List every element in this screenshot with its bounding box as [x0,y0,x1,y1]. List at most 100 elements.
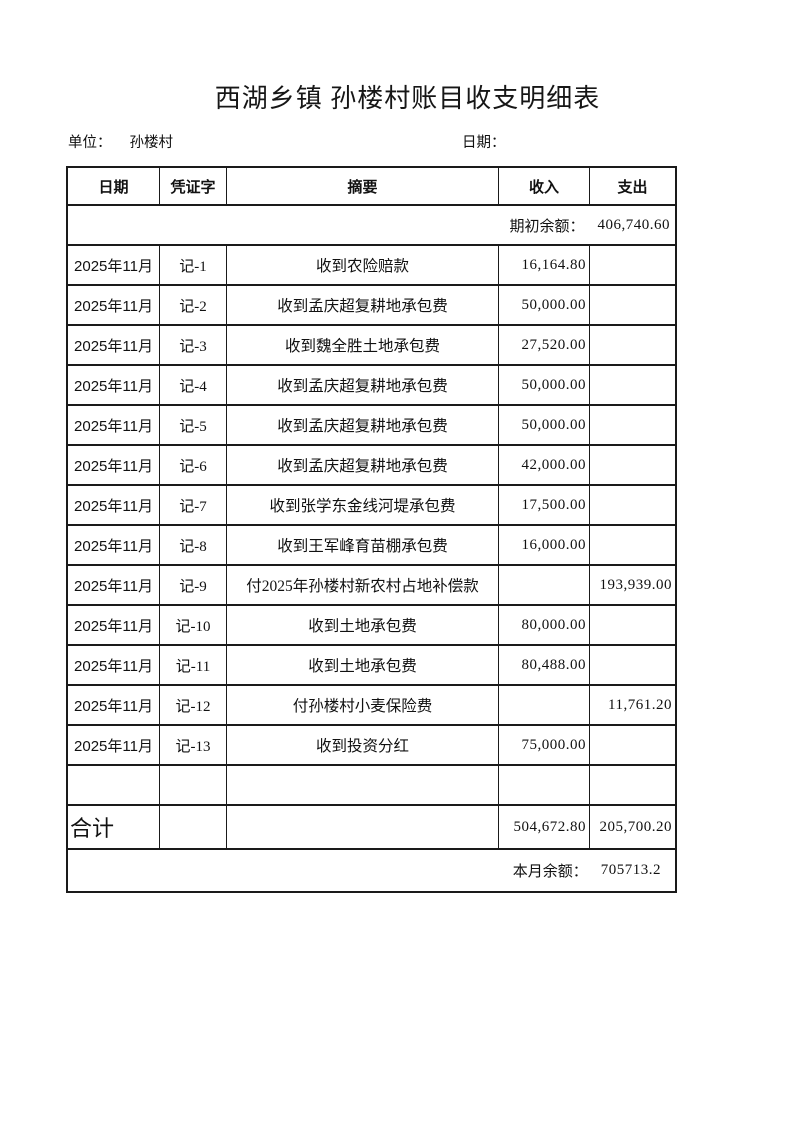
meta-row: 单位： 孙楼村 日期： [66,131,677,151]
total-income-value: 504,672.80 [499,806,590,848]
cell-income [499,766,590,804]
opening-balance-label: 期初余额： [509,218,585,235]
cell-voucher: 记-12 [160,686,227,724]
cell-date: 2025年11月 [68,686,160,724]
table-row: 2025年11月 记-8 收到王军峰育苗棚承包费 16,000.00 [68,526,675,566]
cell-expense [590,726,675,764]
cell-date: 2025年11月 [68,366,160,404]
table-row: 2025年11月 记-9 付2025年孙楼村新农村占地补偿款 193,939.0… [68,566,675,606]
table-row: 2025年11月 记-10 收到土地承包费 80,000.00 [68,606,675,646]
cell-expense: 193,939.00 [599,576,672,593]
cell-summary: 收到土地承包费 [227,646,499,684]
column-header-summary: 摘要 [227,168,499,204]
cell-date: 2025年11月 [68,326,160,364]
cell-income: 42,000.00 [499,446,590,484]
cell-date: 2025年11月 [68,526,160,564]
cell-income: 75,000.00 [499,726,590,764]
table-row: 2025年11月 记-11 收到土地承包费 80,488.00 [68,646,675,686]
cell-income: 50,000.00 [499,286,590,324]
cell-income: 50,000.00 [499,366,590,404]
cell-date: 2025年11月 [68,486,160,524]
column-header-date: 日期 [68,168,160,204]
date-label: 日期： [462,135,506,151]
cell-expense [590,646,675,684]
cell-summary: 收到孟庆超复耕地承包费 [227,286,499,324]
cell-income: 80,488.00 [499,646,590,684]
table-row: 2025年11月 记-5 收到孟庆超复耕地承包费 50,000.00 [68,406,675,446]
cell-summary [227,766,499,804]
total-expense-value: 205,700.20 [599,818,672,835]
cell-voucher [160,766,227,804]
cell-expense [590,606,675,644]
closing-balance-label: 本月余额： [512,864,588,880]
date-field: 日期： [462,131,520,152]
cell-income: 50,000.00 [499,406,590,444]
table-row: 2025年11月 记-6 收到孟庆超复耕地承包费 42,000.00 [68,446,675,486]
cell-income: 16,000.00 [499,526,590,564]
cell-expense [590,406,675,444]
table-header-row: 日期 凭证字 摘要 收入 支出 [68,168,675,206]
cell-voucher: 记-3 [160,326,227,364]
ledger-table: 日期 凭证字 摘要 收入 支出 期初余额： 406,740.60 2025年11… [66,166,677,893]
total-label: 合计 [68,806,160,848]
cell-income: 27,520.00 [499,326,590,364]
closing-balance-value: 705713.2 [600,862,661,878]
column-header-expense: 支出 [617,179,648,196]
cell-summary: 收到土地承包费 [227,606,499,644]
unit-label: 单位： [68,135,112,151]
cell-summary: 收到农险赔款 [227,246,499,284]
table-row: 2025年11月 记-7 收到张学东金线河堤承包费 17,500.00 [68,486,675,526]
table-row: 2025年11月 记-4 收到孟庆超复耕地承包费 50,000.00 [68,366,675,406]
cell-summary: 付孙楼村小麦保险费 [227,686,499,724]
cell-date: 2025年11月 [68,446,160,484]
cell-summary: 收到投资分红 [227,726,499,764]
cell-income: 80,000.00 [499,606,590,644]
total-summary-cell [227,806,499,848]
cell-date [68,766,160,804]
cell-expense [590,286,675,324]
unit-field: 单位： 孙楼村 [68,131,173,152]
cell-date: 2025年11月 [68,726,160,764]
cell-voucher: 记-6 [160,446,227,484]
table-row: 2025年11月 记-2 收到孟庆超复耕地承包费 50,000.00 [68,286,675,326]
cell-expense [590,246,675,284]
cell-expense [590,486,675,524]
cell-voucher: 记-2 [160,286,227,324]
cell-voucher: 记-9 [160,566,227,604]
cell-date: 2025年11月 [68,406,160,444]
cell-expense [590,366,675,404]
cell-voucher: 记-7 [160,486,227,524]
cell-date: 2025年11月 [68,286,160,324]
cell-date: 2025年11月 [68,566,160,604]
cell-date: 2025年11月 [68,246,160,284]
opening-balance-value: 406,740.60 [597,216,670,233]
cell-summary: 收到孟庆超复耕地承包费 [227,366,499,404]
cell-voucher: 记-11 [160,646,227,684]
cell-voucher: 记-10 [160,606,227,644]
cell-expense [590,526,675,564]
column-header-income: 收入 [499,168,590,204]
cell-income [499,686,590,724]
cell-expense [590,446,675,484]
cell-summary: 收到王军峰育苗棚承包费 [227,526,499,564]
cell-summary: 收到张学东金线河堤承包费 [227,486,499,524]
opening-balance-row: 期初余额： 406,740.60 [68,206,675,246]
cell-date: 2025年11月 [68,646,160,684]
table-row [68,766,675,806]
cell-voucher: 记-13 [160,726,227,764]
cell-income: 17,500.00 [499,486,590,524]
cell-voucher: 记-4 [160,366,227,404]
cell-summary: 收到孟庆超复耕地承包费 [227,446,499,484]
cell-expense: 11,761.20 [608,696,672,713]
cell-date: 2025年11月 [68,606,160,644]
cell-expense [590,326,675,364]
cell-expense [590,766,675,804]
column-header-voucher: 凭证字 [160,168,227,204]
cell-income [499,566,590,604]
page-title: 西湖乡镇 孙楼村账目收支明细表 [214,84,601,113]
cell-summary: 收到孟庆超复耕地承包费 [227,406,499,444]
total-voucher-cell [160,806,227,848]
cell-summary: 付2025年孙楼村新农村占地补偿款 [227,566,499,604]
table-row: 2025年11月 记-12 付孙楼村小麦保险费 11,761.20 [68,686,675,726]
